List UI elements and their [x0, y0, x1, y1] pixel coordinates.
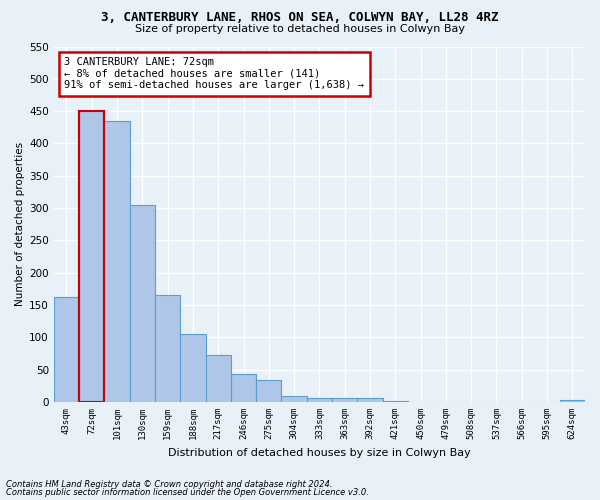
Bar [281, 396, 307, 402]
Bar [206, 355, 231, 402]
Bar [307, 398, 332, 402]
X-axis label: Distribution of detached houses by size in Colwyn Bay: Distribution of detached houses by size … [168, 448, 471, 458]
Bar [54, 296, 79, 402]
Text: Size of property relative to detached houses in Colwyn Bay: Size of property relative to detached ho… [135, 24, 465, 34]
Bar [332, 398, 358, 402]
Text: Contains HM Land Registry data © Crown copyright and database right 2024.: Contains HM Land Registry data © Crown c… [6, 480, 332, 489]
Text: 3 CANTERBURY LANE: 72sqm
← 8% of detached houses are smaller (141)
91% of semi-d: 3 CANTERBURY LANE: 72sqm ← 8% of detache… [64, 57, 364, 90]
Bar [104, 121, 130, 402]
Text: Contains public sector information licensed under the Open Government Licence v3: Contains public sector information licen… [6, 488, 369, 497]
Text: 3, CANTERBURY LANE, RHOS ON SEA, COLWYN BAY, LL28 4RZ: 3, CANTERBURY LANE, RHOS ON SEA, COLWYN … [101, 11, 499, 24]
Bar [180, 334, 206, 402]
Bar [231, 374, 256, 402]
Bar [79, 111, 104, 402]
Bar [130, 205, 155, 402]
Bar [256, 380, 281, 402]
Bar [155, 296, 180, 402]
Bar [358, 398, 383, 402]
Y-axis label: Number of detached properties: Number of detached properties [15, 142, 25, 306]
Bar [560, 400, 585, 402]
